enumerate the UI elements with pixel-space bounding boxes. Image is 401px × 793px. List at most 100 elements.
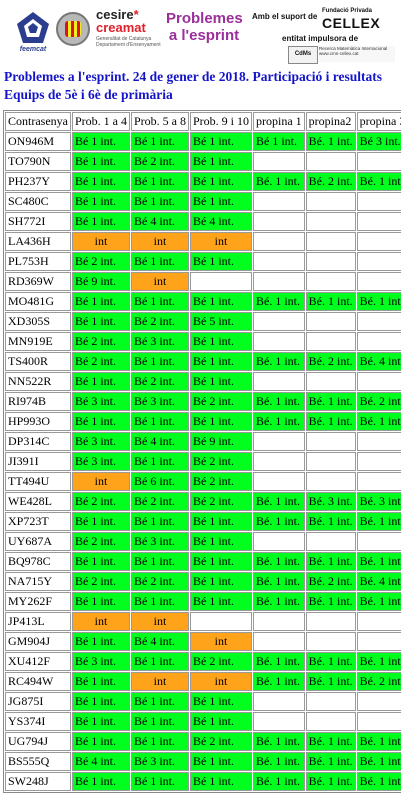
result-cell-correct: Bé. 1 int. bbox=[305, 132, 356, 151]
result-cell-attempt: int bbox=[71, 232, 130, 251]
result-cell-empty bbox=[356, 312, 401, 331]
result-cell-correct: Bé 1 int. bbox=[71, 632, 130, 651]
result-cell-correct: Bé 4 int. bbox=[189, 212, 252, 231]
result-cell-correct: Bé. 1 int. bbox=[253, 572, 305, 591]
team-code-cell: NN522R bbox=[5, 372, 71, 391]
cesire-label: cesire bbox=[96, 7, 134, 22]
team-code-cell: SW248J bbox=[5, 772, 71, 791]
team-code-cell: MO481G bbox=[5, 292, 71, 311]
result-cell-correct: Bé. 1 int. bbox=[305, 752, 356, 771]
team-code-cell: UY687A bbox=[5, 532, 71, 551]
result-cell-correct: Bé 2 int. bbox=[189, 452, 252, 471]
result-cell-correct: Bé. 1 int. bbox=[253, 292, 305, 311]
page-titles: Problemes a l'esprint. 24 de gener de 20… bbox=[4, 68, 401, 104]
result-cell-correct: Bé 1 int. bbox=[189, 332, 252, 351]
result-cell-correct: Bé 2 int. bbox=[189, 652, 252, 671]
result-cell-empty bbox=[305, 272, 356, 291]
table-row: JI391I Bé 3 int. Bé 1 int. Bé 2 int. bbox=[5, 452, 401, 471]
table-row: WE428L Bé 2 int. Bé 2 int. Bé 2 int. Bé. 1 i… bbox=[5, 492, 401, 511]
result-cell-correct: Bé 1 int. bbox=[130, 592, 189, 611]
result-cell-correct: Bé 3 int. bbox=[130, 752, 189, 771]
problemes-title-line1: Problemes bbox=[166, 10, 243, 27]
result-cell-empty bbox=[305, 432, 356, 451]
cellex-logo-icon: CELLEX bbox=[322, 15, 381, 31]
result-cell-empty bbox=[305, 612, 356, 631]
result-cell-empty bbox=[253, 252, 305, 271]
table-body: ON946M Bé 1 int. Bé 1 int. Bé 1 int. Bé 1 in… bbox=[5, 132, 401, 791]
result-cell-correct: Bé 4 int. bbox=[130, 212, 189, 231]
result-cell-correct: Bé 2 int. bbox=[71, 332, 130, 351]
result-cell-correct: Bé 1 int. bbox=[189, 352, 252, 371]
result-cell-attempt: int bbox=[189, 672, 252, 691]
feemcat-logo-icon: feemcat bbox=[14, 10, 52, 56]
result-cell-correct: Bé 1 int. bbox=[189, 372, 252, 391]
result-cell-empty bbox=[356, 232, 401, 251]
result-cell-attempt: int bbox=[189, 232, 252, 251]
result-cell-empty bbox=[253, 452, 305, 471]
result-cell-correct: Bé 3 int. bbox=[71, 652, 130, 671]
result-cell-correct: Bé 1 int. bbox=[130, 452, 189, 471]
result-cell-correct: Bé. 1 int. bbox=[305, 512, 356, 531]
team-code-cell: XD305S bbox=[5, 312, 71, 331]
result-cell-correct: Bé 2 int. bbox=[130, 312, 189, 331]
team-code-cell: HP993O bbox=[5, 412, 71, 431]
header: feemcat cesire* creamat Generalitat de C… bbox=[0, 0, 401, 64]
result-cell-correct: Bé 1 int. bbox=[189, 412, 252, 431]
result-cell-correct: Bé 1 int. bbox=[71, 772, 130, 791]
result-cell-correct: Bé. 1 int. bbox=[305, 592, 356, 611]
result-cell-correct: Bé. 1 int. bbox=[253, 552, 305, 571]
result-cell-correct: Bé. 1 int. bbox=[305, 672, 356, 691]
result-cell-correct: Bé 1 int. bbox=[253, 132, 305, 151]
result-cell-empty bbox=[253, 152, 305, 171]
result-cell-correct: Bé 1 int. bbox=[130, 772, 189, 791]
result-cell-correct: Bé 1 int. bbox=[130, 652, 189, 671]
result-cell-correct: Bé. 1 int. bbox=[305, 732, 356, 751]
result-cell-correct: Bé 9 int. bbox=[189, 432, 252, 451]
result-cell-empty bbox=[356, 452, 401, 471]
team-code-cell: DP314C bbox=[5, 432, 71, 451]
result-cell-empty bbox=[305, 232, 356, 251]
result-cell-correct: Bé 1 int. bbox=[130, 712, 189, 731]
result-cell-correct: Bé 2 int. bbox=[71, 532, 130, 551]
result-cell-correct: Bé. 1 int. bbox=[253, 492, 305, 511]
result-cell-empty bbox=[305, 312, 356, 331]
result-cell-correct: Bé 3 int. bbox=[71, 392, 130, 411]
table-row: SC480C Bé 1 int. Bé 1 int. Bé 1 int. bbox=[5, 192, 401, 211]
table-row: RC494W Bé 1 int. int int Bé. 1 int. Bé. 1 int… bbox=[5, 672, 401, 691]
result-cell-correct: Bé 2 int. bbox=[130, 572, 189, 591]
result-cell-correct: Bé. 1 int. bbox=[253, 732, 305, 751]
result-cell-correct: Bé 1 int. bbox=[189, 192, 252, 211]
result-cell-correct: Bé 1 int. bbox=[71, 512, 130, 531]
problemes-title-line2: a l'esprint bbox=[168, 27, 240, 44]
feemcat-label: feemcat bbox=[19, 46, 47, 53]
cmn-logo-icon: CdMs bbox=[288, 46, 318, 64]
result-cell-attempt: int bbox=[189, 632, 252, 651]
table-row: UG794J Bé 1 int. Bé 1 int. Bé 2 int. Bé. 1 i… bbox=[5, 732, 401, 751]
team-code-cell: LA436H bbox=[5, 232, 71, 251]
table-row: BS555Q Bé 4 int. Bé 3 int. Bé 1 int. Bé. 1 i… bbox=[5, 752, 401, 771]
result-cell-correct: Bé 1 int. bbox=[130, 732, 189, 751]
team-code-cell: SC480C bbox=[5, 192, 71, 211]
result-cell-correct: Bé 1 int. bbox=[189, 532, 252, 551]
result-cell-empty bbox=[253, 332, 305, 351]
result-cell-correct: Bé 1 int. bbox=[71, 292, 130, 311]
table-row: SW248J Bé 1 int. Bé 1 int. Bé 1 int. Bé. 1 i… bbox=[5, 772, 401, 791]
team-code-cell: UG794J bbox=[5, 732, 71, 751]
result-cell-correct: Bé 1 int. bbox=[71, 732, 130, 751]
team-code-cell: BQ978C bbox=[5, 552, 71, 571]
result-cell-correct: Bé 1 int. bbox=[189, 152, 252, 171]
result-cell-correct: Bé. 1 int. bbox=[253, 772, 305, 791]
team-code-cell: JP413L bbox=[5, 612, 71, 631]
team-code-cell: GM904J bbox=[5, 632, 71, 651]
team-code-cell: ON946M bbox=[5, 132, 71, 151]
table-row: RD369W Bé 9 int. int bbox=[5, 272, 401, 291]
result-cell-correct: Bé. 1 int. bbox=[356, 412, 401, 431]
table-row: ON946M Bé 1 int. Bé 1 int. Bé 1 int. Bé 1 in… bbox=[5, 132, 401, 151]
result-cell-correct: Bé 1 int. bbox=[71, 212, 130, 231]
result-cell-empty bbox=[356, 712, 401, 731]
result-cell-correct: Bé. 2 int. bbox=[356, 672, 401, 691]
result-cell-empty bbox=[253, 712, 305, 731]
support-block: Amb el suport de Fundació Privada CELLEX… bbox=[252, 8, 398, 64]
team-code-cell: RC494W bbox=[5, 672, 71, 691]
result-cell-correct: Bé 2 int. bbox=[130, 372, 189, 391]
